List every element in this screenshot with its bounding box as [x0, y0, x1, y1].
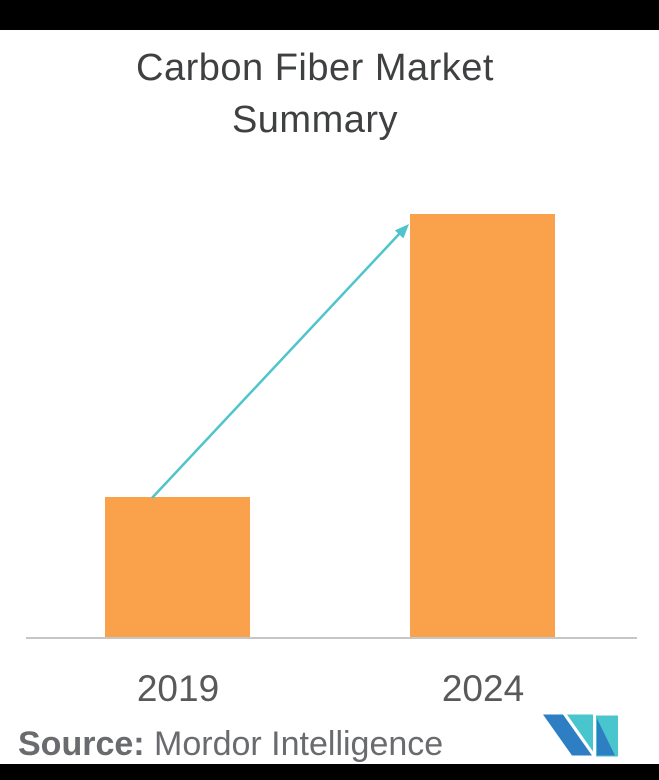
x-label-2019: 2019 — [136, 668, 220, 709]
plot-area — [105, 214, 555, 638]
source-value: Mordor Intelligence — [144, 725, 444, 763]
x-axis-line — [26, 637, 637, 639]
source-note: Source: Mordor Intelligence — [18, 726, 443, 762]
chart-title-line2: Summary — [231, 99, 399, 141]
chart-title: Carbon Fiber Market Summary — [0, 42, 630, 146]
chart-title-line1: Carbon Fiber Market — [136, 47, 494, 89]
bottom-black-strip — [0, 764, 659, 780]
x-label-2024: 2024 — [441, 668, 525, 709]
bar-2019 — [105, 497, 250, 638]
top-black-strip — [0, 0, 659, 30]
source-label: Source: — [18, 725, 145, 763]
mordor-intelligence-logo — [543, 714, 618, 757]
bar-2024 — [410, 214, 555, 638]
